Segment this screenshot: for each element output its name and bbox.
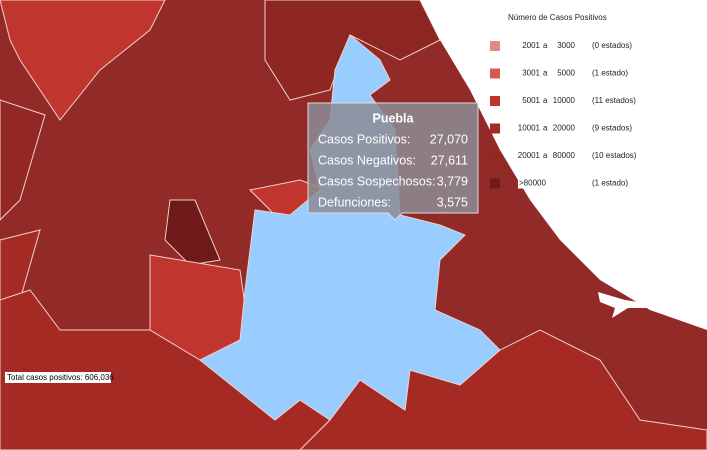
legend-max: 80000 bbox=[553, 151, 576, 160]
legend-max: 20000 bbox=[553, 124, 576, 133]
tooltip-label: Casos Negativos: bbox=[318, 153, 416, 167]
legend-swatch bbox=[490, 96, 500, 106]
tooltip-title: Puebla bbox=[373, 111, 415, 125]
legend-sep: a bbox=[543, 124, 548, 133]
legend-max: 5000 bbox=[557, 69, 575, 78]
legend-sep: a bbox=[543, 151, 548, 160]
legend-sep: a bbox=[543, 96, 548, 105]
region[interactable] bbox=[0, 99, 46, 221]
total-box bbox=[5, 372, 111, 383]
legend-count: (1 estado) bbox=[592, 179, 628, 188]
tooltip-label: Defunciones: bbox=[318, 195, 391, 209]
tooltip-value: 3,575 bbox=[437, 195, 468, 209]
legend-min: 3001 bbox=[522, 69, 540, 78]
legend-count: (10 estados) bbox=[592, 151, 637, 160]
legend-swatch bbox=[490, 123, 500, 134]
legend-swatch bbox=[490, 178, 500, 189]
total-label: Total casos positivos: 606,036 bbox=[7, 373, 114, 382]
legend-label-bg bbox=[518, 178, 548, 189]
legend-min: 10001 bbox=[518, 124, 541, 133]
region[interactable] bbox=[0, 0, 166, 121]
tooltip-value: 3,779 bbox=[437, 174, 468, 188]
legend-min: 2001 bbox=[522, 41, 540, 50]
sea bbox=[420, 0, 707, 330]
tooltip-value: 27,070 bbox=[430, 132, 468, 146]
tooltip-value: 27,611 bbox=[431, 153, 468, 167]
legend-max: 3000 bbox=[557, 41, 575, 50]
legend-min: 5001 bbox=[522, 96, 540, 105]
legend-count: (1 estado) bbox=[592, 69, 628, 78]
legend-min: 20001 bbox=[518, 151, 541, 160]
region[interactable] bbox=[164, 199, 221, 266]
legend-count: (9 estados) bbox=[592, 124, 632, 133]
legend-max: 10000 bbox=[553, 96, 576, 105]
legend-count: (0 estados) bbox=[592, 41, 632, 50]
tooltip-label: Casos Sospechosos: bbox=[318, 174, 435, 188]
legend-swatch bbox=[490, 41, 500, 51]
plane-icon bbox=[598, 292, 648, 318]
legend-sep: a bbox=[543, 69, 548, 78]
legend-count: (11 estados) bbox=[592, 96, 636, 105]
tooltip-label: Casos Positivos: bbox=[318, 132, 410, 146]
legend-title: Número de Casos Positivos bbox=[508, 13, 607, 22]
legend-swatch bbox=[490, 68, 500, 79]
tooltip: Puebla Casos Positivos: 27,070 Casos Negat… bbox=[307, 102, 479, 221]
legend-swatch bbox=[490, 151, 500, 161]
legend-range: >80000 bbox=[519, 179, 546, 188]
legend-sep: a bbox=[543, 41, 548, 50]
legend: Número de Casos Positivos 2001 a 3000 (0 es… bbox=[490, 13, 637, 189]
tooltip-box bbox=[307, 102, 479, 221]
